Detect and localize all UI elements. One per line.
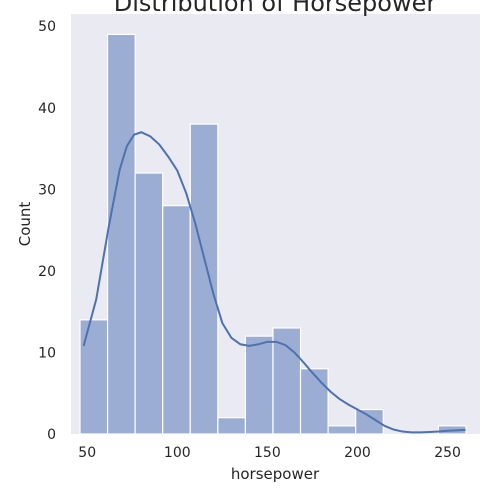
kde-curve [82, 131, 466, 434]
x-tick-label-50: 50 [78, 445, 96, 461]
y-tick-label-0: 0 [47, 427, 56, 443]
histogram-bar-9 [327, 425, 357, 435]
histogram-bar-1 [106, 33, 136, 435]
x-tick-label-250: 250 [434, 445, 461, 461]
y-tick-label-20: 20 [38, 264, 56, 280]
x-axis-ticks: 50 100 150 200 250 [78, 445, 461, 461]
histogram-bar-4 [189, 123, 219, 435]
histogram-bar-8 [299, 368, 329, 435]
x-axis-label: horsepower [231, 465, 320, 483]
y-tick-label-10: 10 [38, 345, 56, 361]
histogram-bar-5 [217, 417, 247, 435]
y-axis-label: Count [16, 202, 34, 247]
histogram-bars [79, 33, 467, 435]
histogram-bar-6 [244, 335, 274, 435]
y-tick-label-50: 50 [38, 19, 56, 35]
x-tick-label-100: 100 [164, 445, 191, 461]
y-axis-ticks: 0 10 20 30 40 50 [38, 19, 56, 443]
chart-title: Distribution of Horsepower [114, 0, 437, 17]
histogram-bar-7 [272, 327, 302, 435]
y-tick-label-40: 40 [38, 101, 56, 117]
histogram-bar-0 [79, 319, 109, 435]
histogram-bar-3 [162, 205, 191, 435]
x-tick-label-150: 150 [254, 445, 281, 461]
x-tick-label-200: 200 [344, 445, 371, 461]
histogram-bar-2 [134, 172, 164, 435]
y-tick-label-30: 30 [38, 182, 56, 198]
